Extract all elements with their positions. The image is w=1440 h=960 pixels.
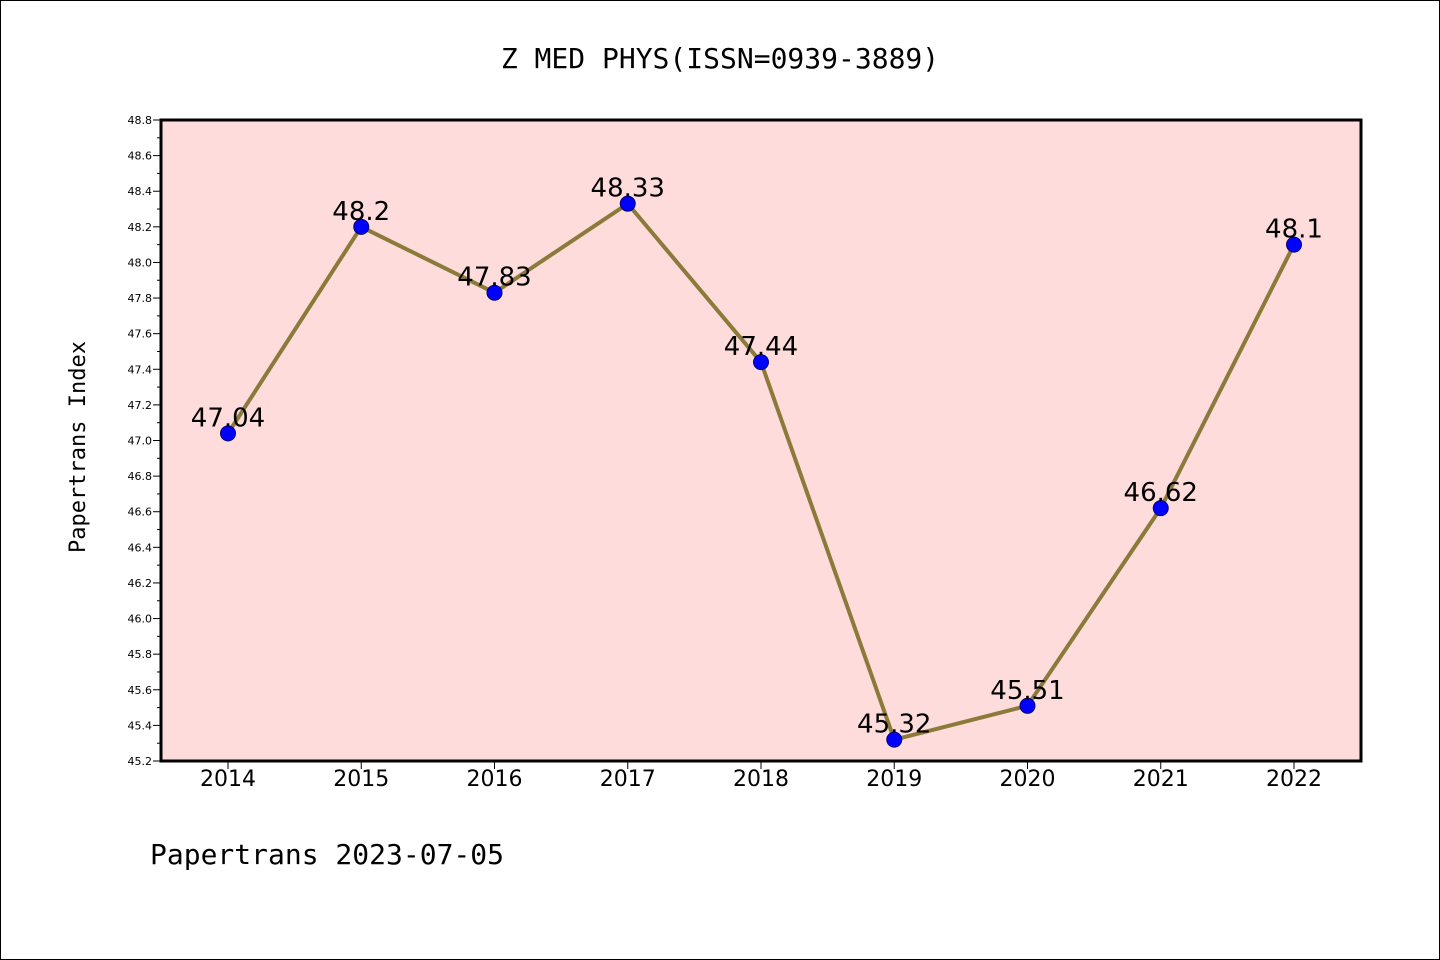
- y-tick-label: 48.4: [128, 185, 153, 198]
- y-tick-label: 45.8: [128, 648, 153, 661]
- y-tick-label: 48.2: [128, 221, 153, 234]
- y-tick-label: 46.6: [128, 506, 153, 519]
- y-tick-label: 46.4: [128, 541, 153, 554]
- data-label: 45.32: [857, 710, 931, 740]
- y-tick-label: 47.0: [128, 435, 153, 448]
- y-tick-label: 48.6: [128, 150, 153, 163]
- y-axis-ticks: 45.2 45.4 45.6 45.8 46.0 46.2 46.4 46.6 46.8 47.0…: [128, 114, 161, 768]
- data-point: [1019, 697, 1036, 714]
- data-point: [753, 354, 769, 371]
- data-point: [1152, 500, 1169, 517]
- x-tick-label: 2019: [866, 767, 922, 792]
- y-tick-label: 45.2: [128, 755, 153, 768]
- y-tick-label: 48.8: [128, 114, 153, 127]
- x-axis-ticks: 2014 2015 2016 2017 2018 2019 2020 2021 2022: [200, 761, 1322, 792]
- data-label: 47.83: [457, 263, 531, 293]
- data-point: [220, 425, 236, 442]
- y-tick-label: 48.0: [128, 256, 153, 269]
- y-tick-label: 45.6: [128, 684, 153, 697]
- y-tick-label: 47.6: [128, 328, 153, 341]
- x-tick-label: 2017: [600, 767, 656, 792]
- x-tick-label: 2018: [733, 767, 789, 792]
- x-tick-label: 2016: [467, 767, 523, 792]
- x-tick-label: 2020: [1000, 767, 1056, 792]
- data-point: [619, 195, 636, 212]
- data-point: [1286, 236, 1302, 253]
- y-tick-label: 47.8: [128, 292, 153, 305]
- data-label: 46.62: [1124, 478, 1198, 508]
- plot-frame: [159, 118, 1363, 763]
- data-labels: 47.04 48.2 47.83 48.33 47.44 45.32 45.51 46.62 4…: [191, 174, 1323, 740]
- data-point: [886, 731, 903, 748]
- chart-title: Z MED PHYS(ISSN=0939-3889): [501, 42, 939, 75]
- y-axis-label: Papertrans Index: [66, 341, 91, 553]
- series-markers: [220, 195, 1302, 748]
- y-tick-label: 47.4: [128, 363, 153, 376]
- footer-date: Papertrans 2023-07-05: [150, 838, 504, 871]
- data-label: 48.1: [1265, 215, 1323, 245]
- y-tick-label: 46.8: [128, 470, 153, 483]
- y-tick-label: 45.4: [128, 719, 153, 732]
- data-label: 45.51: [990, 676, 1064, 706]
- y-tick-label: 47.2: [128, 399, 153, 412]
- data-label: 47.44: [724, 332, 798, 362]
- y-tick-label: 46.2: [128, 577, 153, 590]
- data-label: 48.33: [591, 174, 665, 204]
- data-point: [353, 218, 370, 235]
- x-tick-label: 2022: [1266, 767, 1322, 792]
- data-point: [486, 284, 503, 301]
- data-label: 47.04: [191, 403, 265, 433]
- data-label: 48.2: [332, 197, 390, 227]
- x-tick-label: 2015: [333, 767, 389, 792]
- x-tick-label: 2021: [1133, 767, 1189, 792]
- x-tick-label: 2014: [200, 767, 256, 792]
- y-tick-label: 46.0: [128, 613, 153, 626]
